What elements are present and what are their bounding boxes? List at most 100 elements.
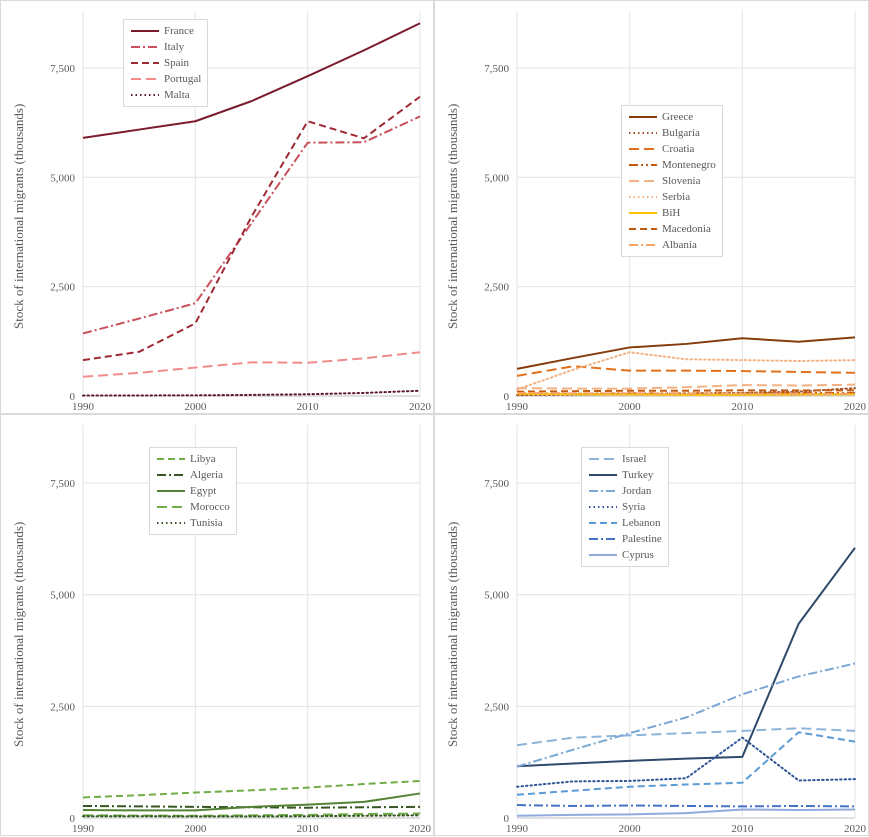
legend-item: Morocco [156,499,230,515]
y-axis-label: Stock of international migrants (thousan… [11,521,26,747]
legend-swatch [629,228,657,230]
legend-item: Spain [130,55,201,71]
line-chart-1: 0 2,500 5,000 7,500 1990 2000 2010 2020 [50,11,432,413]
legend-swatch [131,94,159,96]
legend: Libya Algeria Egypt Morocco Tunisia [149,447,237,535]
legend-swatch [131,62,159,64]
legend-label: Lebanon [622,517,661,529]
legend-swatch [629,212,657,214]
legend-swatch [629,148,657,150]
legend-item: Cyprus [588,547,662,563]
chart-panel-4: 0 2,500 5,000 7,500 1990 2000 2010 2020 Stock of… [434,414,869,836]
legend-label: Syria [622,501,646,513]
legend-label: Macedonia [662,223,711,235]
legend-label: Tunisia [190,517,223,529]
series-line-spain [82,95,421,362]
y-axis-label: Stock of international migrants (thousan… [445,521,460,747]
series-line-algeria [82,804,421,809]
legend-label: Albania [662,239,697,251]
legend-item: Serbia [628,189,716,205]
legend-label: Montenegro [662,159,716,171]
y-tick-label: 5,000 [50,590,75,602]
legend-item: Macedonia [628,221,716,237]
legend-item: Croatia [628,141,716,157]
x-tick-label: 1990 [72,401,95,413]
legend-item: Tunisia [156,515,230,531]
series-line-portugal [82,351,421,378]
y-axis-label: Stock of international migrants (thousan… [11,103,26,329]
legend-swatch [157,506,185,508]
legend-item: Malta [130,87,201,103]
legend-item: Slovenia [628,173,716,189]
legend-item: Albania [628,237,716,253]
x-tick-label: 2020 [409,823,432,835]
legend-swatch [589,490,617,492]
legend-label: Croatia [662,143,695,155]
legend-swatch [589,458,617,460]
x-tick-label: 1990 [72,823,95,835]
chart-panel-3: 0 2,500 5,000 7,500 1990 2000 2010 2020 Stock of… [0,414,434,836]
legend-swatch [629,116,657,118]
legend-label: Palestine [622,533,662,545]
legend-item: Portugal [130,71,201,87]
series-line-italy [82,115,421,335]
y-tick-label: 0 [504,391,510,403]
legend-label: Spain [164,57,190,69]
y-tick-label: 7,500 [50,478,75,490]
line-chart-4: 0 2,500 5,000 7,500 1990 2000 2010 2020 [484,425,867,835]
legend-swatch [589,554,617,556]
series-line-slovenia [516,383,856,390]
series-line-greece [516,336,856,370]
legend-swatch [131,30,159,32]
series-line-tunisia [82,814,421,818]
series-line-egypt [82,792,421,812]
series-line-turkey [516,547,856,768]
legend-label: Cyprus [622,549,654,561]
legend-item: Israel [588,451,662,467]
x-tick-label: 2010 [731,823,754,835]
series-line-serbia [516,351,856,391]
series-line-bih [516,392,856,396]
series-line-palestine [516,804,856,808]
line-chart-2: 0 2,500 5,000 7,500 1990 2000 2010 2020 [484,11,867,413]
legend-label: Algeria [190,469,223,481]
legend-label: Jordan [622,485,652,497]
chart-panel-2: 0 2,500 5,000 7,500 1990 2000 2010 2020 Stock of… [434,0,869,414]
series-line-jordan [516,662,856,768]
x-tick-label: 2020 [409,401,432,413]
x-tick-label: 2010 [297,823,320,835]
y-tick-label: 0 [70,813,76,825]
legend-label: Malta [164,89,190,101]
legend: Greece Bulgaria Croatia Montenegro Slovenia S… [621,105,723,257]
legend-item: Montenegro [628,157,716,173]
y-tick-label: 7,500 [50,63,75,75]
x-tick-label: 1990 [506,401,529,413]
series-line-cyprus [516,808,856,817]
series-line-malta [82,389,421,397]
series-line-croatia [516,365,856,377]
x-tick-label: 2000 [619,401,642,413]
legend-item: Syria [588,499,662,515]
series-line-morocco [82,812,421,817]
legend-swatch [629,164,657,166]
series-line-macedonia [516,389,855,393]
legend-swatch [131,46,159,48]
legend-item: Turkey [588,467,662,483]
y-tick-label: 0 [504,813,510,825]
legend-swatch [629,196,657,198]
legend-label: Libya [190,453,216,465]
y-tick-label: 2,500 [484,701,509,713]
legend-label: Egypt [190,485,217,497]
legend-item: Jordan [588,483,662,499]
series-line-lebanon [516,731,856,796]
x-tick-label: 1990 [506,823,529,835]
legend-item: France [130,23,201,39]
legend-swatch [589,506,617,508]
legend: France Italy Spain Portugal Malta [123,19,209,107]
legend-label: France [164,25,194,37]
legend-label: Bulgaria [662,127,700,139]
legend-label: Slovenia [662,175,701,187]
x-tick-label: 2020 [844,823,867,835]
y-tick-label: 7,500 [484,63,509,75]
